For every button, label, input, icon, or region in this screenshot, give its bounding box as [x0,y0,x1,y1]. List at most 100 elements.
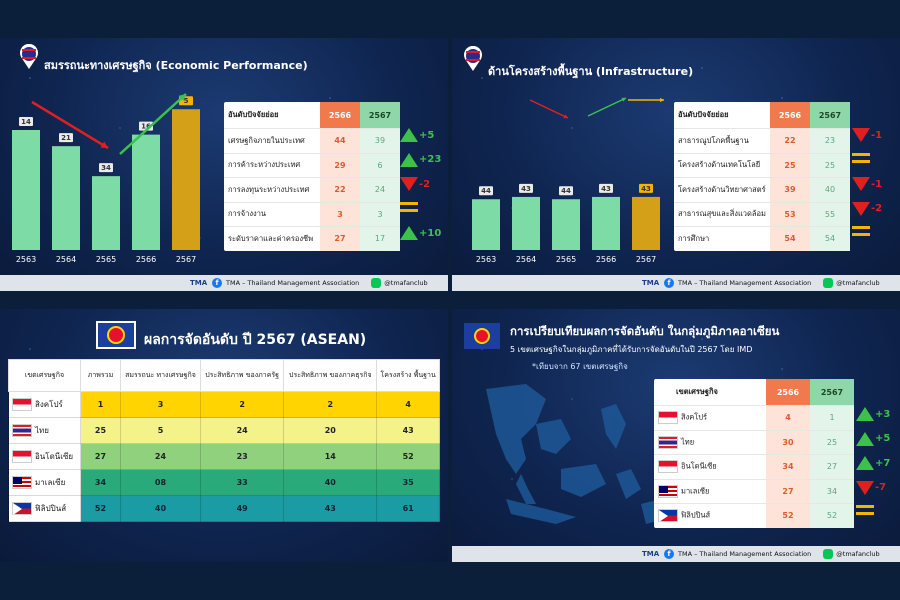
footer-org: TMA – Thailand Management Association [226,279,360,287]
southeast-asia-map [486,384,664,524]
country-name: ฟิลิปปินส์ [35,504,67,513]
x-tick-2564: 2564 [56,255,76,264]
row-name: ระดับราคาและค่าครองชีพ [228,233,314,243]
rank-2566: 30 [766,430,810,454]
rank-change-value: +5 [875,433,891,444]
rank-2566: 22 [770,129,810,153]
x-tick-2563: 2563 [16,255,36,264]
table-row: ระดับราคาและค่าครองชีพ 27 17 [224,226,400,251]
rank-cell: 2 [199,391,285,418]
rank-cell: 61 [376,495,440,522]
x-tick-2565: 2565 [96,255,116,264]
rank-change-indicator [852,226,870,236]
rank-2567: 3 [360,202,400,226]
country-name: สิงคโปร์ [35,400,63,409]
data-label-bg [519,183,533,193]
table-header-2567: 2567 [810,379,854,405]
down-arrow-icon [852,128,870,142]
economic-subfactor-table: อันดับปัจจัยย่อย 2566 2567 เศรษฐกิจภายใน… [224,102,400,251]
rank-cell: 43 [376,417,440,444]
row-name: เศรษฐกิจภายในประเทศ [228,135,305,145]
rank-2567: 17 [360,227,400,251]
data-label-bg [59,133,73,143]
footer: TMA 60 f TMA – Thailand Management Assoc… [0,275,448,291]
rank-2566: 54 [770,227,810,251]
column-header: โครงสร้าง พื้นฐาน [376,359,440,392]
rank-cell: 24 [120,443,201,470]
rank-2567: 52 [810,504,854,528]
tma-logo: TMA 60 [642,279,660,287]
up-arrow-icon [856,431,874,446]
rank-cell: 43 [283,495,378,522]
table-row: ฟิลิปปินส์ 52 40 49 43 61 [8,495,440,522]
table-row: ไทย 25 5 24 20 43 [8,417,440,444]
x-tick-2565: 2565 [556,255,576,264]
rank-change-indicator: -1 [852,177,882,191]
comparison-title: การเปรียบเทียบผลการจัดอันดับ ในกลุ่มภูมิ… [510,324,780,338]
bar-2563 [12,130,40,250]
rank-2566: 44 [320,129,360,153]
data-label-2564: 43 [521,185,531,193]
flag-th-icon [658,435,678,449]
rank-cell: 40 [120,495,201,522]
rank-2567: 23 [810,129,850,153]
trend-arrow-head [621,97,626,102]
trend-arrow-head [100,141,108,148]
equal-icon [856,505,874,515]
rank-change-value: +7 [875,457,891,469]
rank-cell: 52 [376,443,440,470]
data-label-2566: 16 [141,123,151,131]
bar-2566 [592,196,620,250]
bar-2565 [552,199,580,250]
table-header-name: อันดับปัจจัยย่อย [678,110,729,119]
data-label-2566: 43 [601,185,611,193]
comparison-table: เขตเศรษฐกิจ 2566 2567 สิงคโปร์ 4 1 ไทย 30 25 อ… [654,379,854,528]
row-name: สาธารณสุขและสิ่งแวดล้อม [678,209,766,219]
facebook-icon: f [212,278,222,288]
data-label-2567: 43 [641,185,651,193]
rank-change-indicator: +5 [400,128,434,142]
rank-2567: 25 [810,430,854,454]
rank-change-value: +10 [419,227,442,239]
country-name: มาเลเซีย [35,478,66,487]
equal-icon [852,152,870,163]
flag-sg-icon [658,411,678,425]
rank-2566: 52 [766,504,810,528]
down-arrow-icon [852,201,870,216]
x-tick-2567: 2567 [176,255,196,264]
data-label-2564: 21 [61,134,71,142]
up-arrow-icon [400,226,418,240]
infrastructure-panel: ด้านโครงสร้างพื้นฐาน (Infrastructure) 44… [452,38,900,291]
rank-2567: 6 [360,153,400,177]
infrastructure-title: ด้านโครงสร้างพื้นฐาน (Infrastructure) [488,65,694,78]
rank-change-indicator: -2 [852,201,882,216]
bar-2567 [172,109,200,250]
table-row: การจ้างงาน 3 3 [224,201,400,226]
row-name: การค้าระหว่างประเทศ [228,160,301,170]
trend-arrow [31,100,109,150]
up-arrow-icon [856,407,874,421]
trend-arrow-head [178,94,186,102]
flag-th-icon [12,424,32,437]
rank-cell: 49 [199,495,285,522]
row-name: อินโดนีเซีย [681,461,717,471]
rank-change-value: -7 [875,482,887,493]
rank-change-indicator: +5 [856,431,891,446]
x-tick-2566: 2566 [596,255,616,264]
asean-ranking-table: เขตเศรษฐกิจ ภาพรวม สมรรถนะ ทางเศรษฐกิจ ประส… [8,359,440,522]
down-arrow-icon [856,480,874,495]
table-row: โครงสร้างด้านวิทยาศาสตร์ 39 40 [674,177,850,202]
x-tick-2566: 2566 [136,255,156,264]
trend-arrow [529,99,569,119]
line-icon [823,278,834,288]
trend-arrow [587,97,627,117]
rank-cell: 2 [283,391,378,418]
rank-2567: 24 [360,178,400,202]
table-row: สิงคโปร์ 1 3 2 2 4 [8,391,440,418]
equal-icon [852,226,870,236]
bar-2566 [132,134,160,250]
data-label-bg [559,186,573,196]
rank-2566: 53 [770,202,810,226]
row-name: โครงสร้างด้านเทคโนโลยี [678,160,761,170]
table-row: อินโดนีเซีย 34 27 [654,454,854,479]
